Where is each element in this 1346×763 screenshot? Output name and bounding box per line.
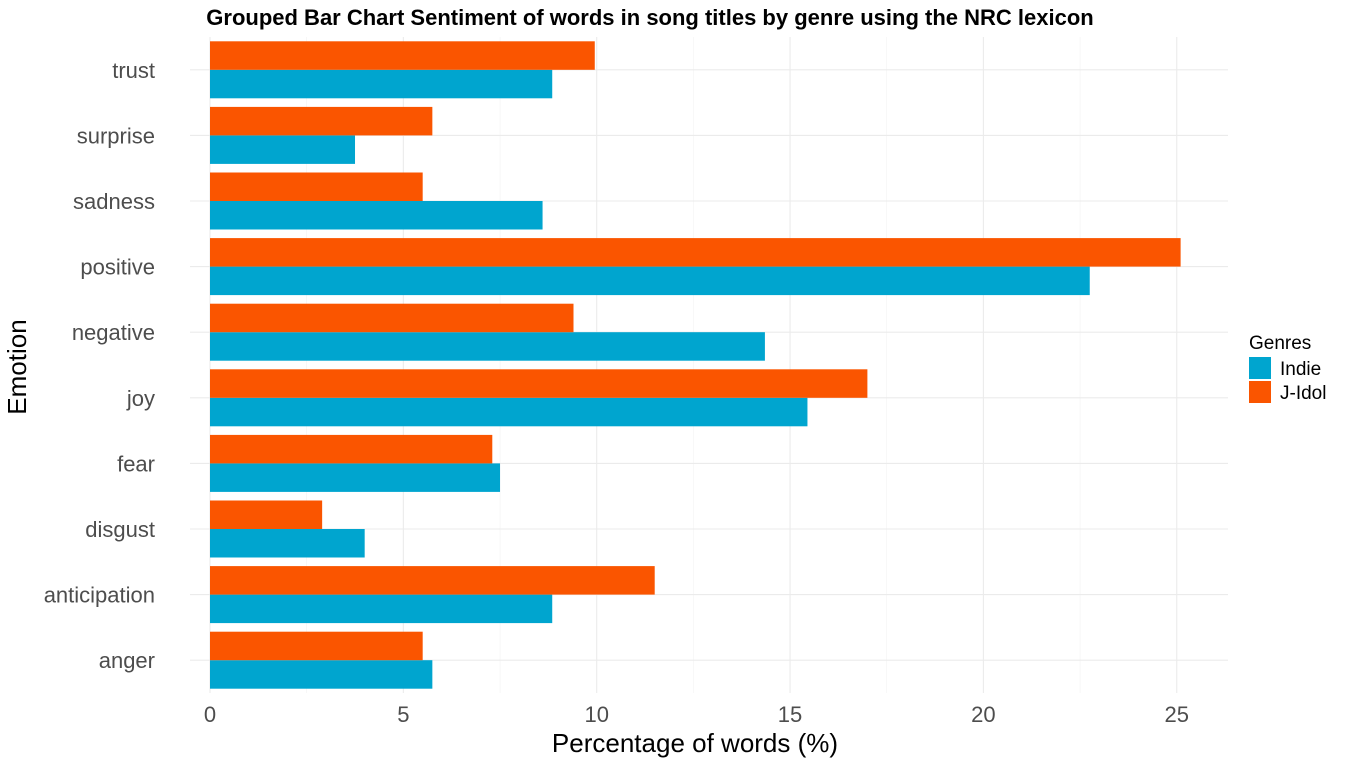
bar-indie-joy xyxy=(210,397,808,427)
bar-j-idol-negative xyxy=(210,303,574,333)
bar-j-idol-trust xyxy=(210,41,595,70)
bar-j-idol-sadness xyxy=(210,172,423,201)
x-tick-label: 25 xyxy=(1165,702,1189,727)
legend-title: Genres xyxy=(1249,333,1311,354)
bar-j-idol-positive xyxy=(210,238,1181,267)
x-axis-ticks: 0 5 10 15 20 25 xyxy=(204,702,1189,727)
y-tick-label-anger: anger xyxy=(99,648,155,673)
x-tick-label: 5 xyxy=(397,702,409,727)
bar-indie-anger xyxy=(210,660,433,689)
bar-j-idol-disgust xyxy=(210,500,323,529)
chart-title: Grouped Bar Chart Sentiment of words in … xyxy=(206,5,1093,30)
bar-indie-disgust xyxy=(210,529,365,558)
bar-indie-trust xyxy=(210,69,553,99)
y-tick-label-sadness: sadness xyxy=(73,189,155,214)
bar-j-idol-fear xyxy=(210,434,493,464)
x-tick-label: 0 xyxy=(204,702,216,727)
y-tick-label-negative: negative xyxy=(72,320,155,345)
bar-j-idol-joy xyxy=(210,369,868,398)
y-tick-label-disgust: disgust xyxy=(85,517,155,542)
legend: Genres Indie J-Idol xyxy=(1249,333,1326,404)
bar-indie-negative xyxy=(210,332,765,361)
x-tick-label: 15 xyxy=(778,702,802,727)
bar-indie-fear xyxy=(210,463,501,492)
bar-j-idol-anticipation xyxy=(210,566,655,595)
y-tick-label-joy: joy xyxy=(126,386,155,411)
y-tick-label-trust: trust xyxy=(112,58,155,83)
y-axis-ticks: anger anticipation disgust fear joy negative p… xyxy=(44,58,155,673)
bar-indie-surprise xyxy=(210,135,356,164)
grid-layer xyxy=(190,37,1228,693)
y-tick-label-positive: positive xyxy=(80,255,155,280)
bars-layer xyxy=(210,41,1181,689)
y-tick-label-fear: fear xyxy=(117,451,155,476)
bar-indie-sadness xyxy=(210,201,543,230)
x-axis-title: Percentage of words (%) xyxy=(552,728,838,758)
x-tick-label: 10 xyxy=(584,702,608,727)
legend-label-indie: Indie xyxy=(1280,359,1321,380)
legend-label-j-idol: J-Idol xyxy=(1280,383,1326,404)
legend-key-indie xyxy=(1249,357,1271,379)
y-axis-title: Emotion xyxy=(2,319,32,414)
y-tick-label-anticipation: anticipation xyxy=(44,583,155,608)
bar-j-idol-anger xyxy=(210,631,423,661)
bar-indie-positive xyxy=(210,266,1090,296)
x-tick-label: 20 xyxy=(971,702,995,727)
legend-key-j-idol xyxy=(1249,381,1271,403)
bar-j-idol-surprise xyxy=(210,106,433,136)
bar-indie-anticipation xyxy=(210,594,553,624)
y-tick-label-surprise: surprise xyxy=(77,123,155,148)
